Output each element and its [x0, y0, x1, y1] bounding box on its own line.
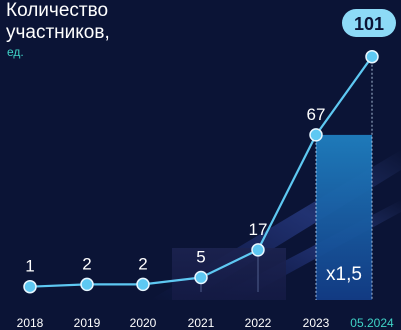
value-badge	[342, 9, 396, 37]
data-label: 2	[82, 254, 91, 273]
data-label: 2	[138, 254, 147, 273]
data-label: 1	[25, 257, 34, 276]
chart-unit: ед.	[7, 45, 24, 59]
data-point-05.2024	[365, 49, 379, 64]
data-point-2023	[309, 128, 323, 142]
band-previous-years	[172, 248, 286, 300]
data-point-2022	[251, 243, 265, 257]
x-tick-label: 2019	[74, 316, 101, 330]
growth-annotation: x1,5	[326, 264, 362, 285]
data-point-2019	[80, 277, 94, 292]
x-tick-label: 2020	[130, 316, 157, 330]
chart-title-line-2: участников,	[6, 22, 110, 43]
band-2023	[316, 134, 372, 300]
chart-title: Количество участников,	[6, 0, 110, 44]
x-tick-label: 2022	[245, 316, 272, 330]
x-tick-label: 2023	[303, 316, 330, 330]
chart-title-line-1: Количество	[6, 0, 109, 21]
data-label: 101	[354, 14, 384, 34]
data-label: 67	[307, 105, 326, 124]
data-point-2021	[194, 270, 208, 285]
x-tick-label: 05.2024	[350, 316, 394, 330]
data-label: 5	[196, 248, 205, 267]
x-tick-label: 2018	[17, 316, 44, 330]
data-point-2018	[23, 279, 37, 294]
x-tick-label: 2021	[188, 316, 215, 330]
data-label: 17	[249, 220, 268, 239]
data-point-2020	[136, 277, 150, 292]
